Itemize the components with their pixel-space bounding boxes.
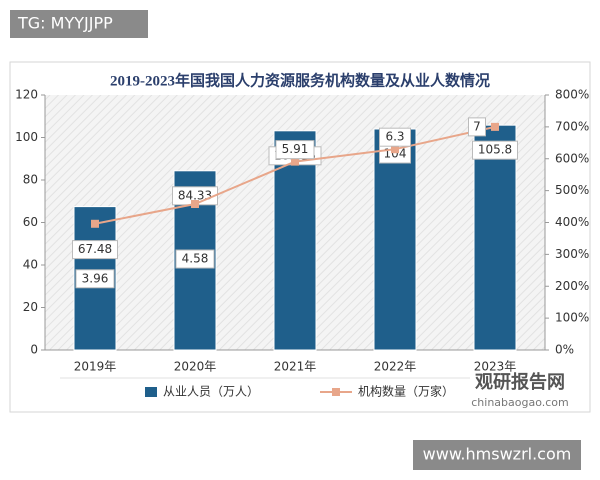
line-label-box bbox=[275, 140, 315, 160]
y2-tick-label: 500% bbox=[555, 183, 589, 197]
bar-label: 67.48 bbox=[78, 242, 112, 256]
line-label-box bbox=[75, 269, 115, 289]
line-label-box bbox=[175, 249, 215, 269]
y2-tick-label: 300% bbox=[555, 247, 589, 261]
y2-tick-label: 600% bbox=[555, 151, 589, 165]
line-marker bbox=[91, 219, 99, 228]
site-text: www.hmswzrl.com bbox=[423, 445, 572, 464]
legend-label: 机构数量（万家） bbox=[358, 384, 454, 399]
y-tick-label: 120 bbox=[15, 88, 38, 102]
x-tick-label: 2021年 bbox=[274, 360, 317, 374]
x-tick-label: 2023年 bbox=[474, 360, 517, 374]
y-tick-label: 40 bbox=[23, 258, 38, 272]
legend-swatch bbox=[145, 387, 157, 397]
line-label: 5.91 bbox=[282, 142, 309, 156]
line-marker bbox=[291, 157, 299, 166]
line-label-box bbox=[379, 127, 411, 147]
y2-tick-label: 0% bbox=[555, 343, 574, 357]
line-label: 7 bbox=[473, 119, 481, 133]
line-label: 3.96 bbox=[82, 271, 109, 285]
y-tick-label: 60 bbox=[23, 215, 38, 229]
y2-tick-label: 800% bbox=[555, 88, 589, 102]
bar-label: 84.33 bbox=[178, 188, 212, 202]
line-marker bbox=[491, 122, 499, 131]
x-tick-label: 2019年 bbox=[74, 360, 117, 374]
logo-text: 观研报告网 bbox=[475, 371, 565, 393]
site-box bbox=[413, 440, 581, 470]
x-tick-label: 2020年 bbox=[174, 360, 217, 374]
y2-tick-label: 400% bbox=[555, 215, 589, 229]
bar-label-box bbox=[72, 240, 118, 260]
line-marker bbox=[391, 145, 399, 154]
line-marker bbox=[191, 200, 199, 209]
tag-box bbox=[10, 10, 148, 38]
legend-marker bbox=[332, 388, 340, 396]
y2-tick-label: 700% bbox=[555, 119, 589, 133]
y2-tick-label: 100% bbox=[555, 311, 589, 325]
logo-url: chinabaogao.com bbox=[471, 396, 569, 409]
x-tick-label: 2022年 bbox=[374, 360, 417, 374]
chart-title: 2019-2023年国我国人力资源服务机构数量及从业人数情况 bbox=[110, 71, 490, 89]
tag-text: TG: MYYJJPP bbox=[17, 14, 113, 33]
line-label: 4.58 bbox=[182, 252, 209, 266]
bar bbox=[473, 124, 517, 351]
y2-tick-label: 200% bbox=[555, 279, 589, 293]
bar-label: 105.8 bbox=[478, 143, 512, 157]
y-tick-label: 20 bbox=[23, 300, 38, 314]
bar bbox=[373, 128, 417, 351]
y-tick-label: 80 bbox=[23, 173, 38, 187]
line-label: 6.3 bbox=[385, 130, 404, 144]
y-tick-label: 0 bbox=[30, 343, 38, 357]
bar-label-box bbox=[472, 140, 518, 160]
y-tick-label: 100 bbox=[15, 130, 38, 144]
legend-label: 从业人员（万人） bbox=[163, 385, 259, 399]
line-label-box bbox=[468, 117, 486, 137]
